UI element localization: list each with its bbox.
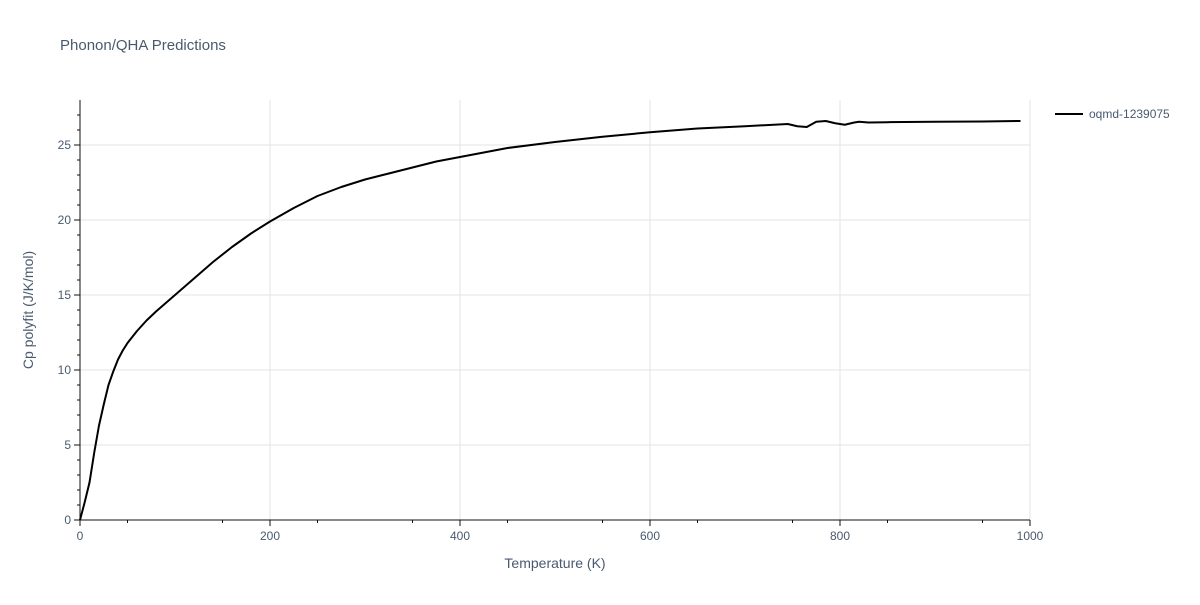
y-axis-title: Cp polyfit (J/K/mol) [20, 251, 36, 369]
y-tick-label: 20 [58, 213, 72, 227]
y-tick-label: 25 [58, 138, 72, 152]
series-line [79, 120, 1021, 521]
legend[interactable]: oqmd-1239075 [1055, 107, 1170, 121]
y-gridlines [80, 144, 1030, 446]
y-tick-label: 5 [64, 438, 71, 452]
series-group [79, 120, 1021, 521]
x-tick-label: 200 [260, 529, 280, 543]
x-tick-label: 600 [640, 529, 660, 543]
x-axis-ticks: 0 200 400 600 800 1000 [77, 520, 1044, 543]
x-tick-label: 800 [830, 529, 850, 543]
legend-item-label: oqmd-1239075 [1089, 107, 1170, 121]
y-tick-label: 10 [58, 363, 72, 377]
x-axis-title: Temperature (K) [504, 555, 605, 571]
y-tick-label: 15 [58, 288, 72, 302]
chart-title: Phonon/QHA Predictions [60, 37, 226, 54]
x-gridlines [269, 100, 1031, 520]
x-tick-label: 1000 [1017, 529, 1044, 543]
x-tick-label: 400 [450, 529, 470, 543]
y-axis-ticks: 0 5 10 15 20 25 [58, 114, 80, 527]
y-tick-label: 0 [64, 513, 71, 527]
x-tick-label: 0 [77, 529, 84, 543]
